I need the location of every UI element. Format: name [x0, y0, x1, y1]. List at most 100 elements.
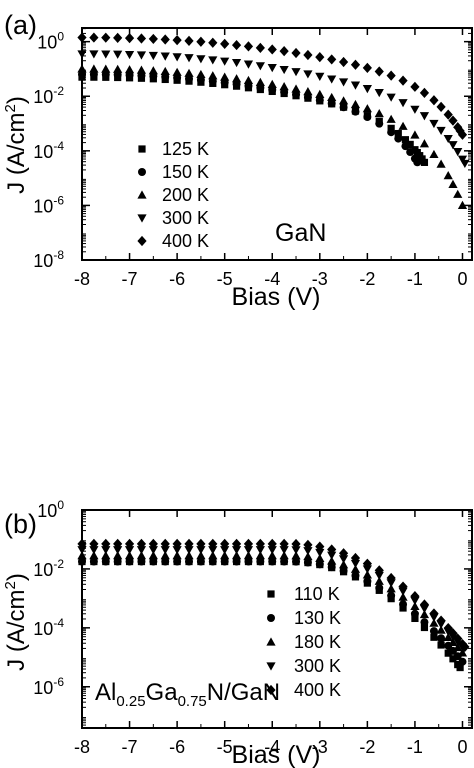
data-point	[136, 65, 147, 74]
data-point	[89, 551, 99, 560]
panel-b-ytick-label: 10-2	[33, 557, 64, 580]
data-point	[148, 51, 158, 61]
data-point	[243, 75, 254, 85]
data-point	[303, 49, 313, 61]
panel-b-xtick-label: -2	[359, 737, 375, 757]
data-point	[89, 50, 99, 59]
panel-a-ylabel-sup: 2	[2, 104, 19, 112]
data-point	[196, 36, 206, 47]
data-point	[136, 51, 147, 60]
data-point	[444, 649, 452, 657]
data-point	[113, 546, 123, 555]
data-point	[148, 538, 158, 549]
data-point	[443, 134, 453, 144]
data-point	[410, 81, 420, 92]
legend-label: 400 K	[294, 680, 341, 700]
panel-a-xlabel: Bias (V)	[232, 283, 321, 311]
data-point	[136, 33, 147, 44]
panel-b-ylabel-close: )	[3, 573, 30, 581]
data-point	[362, 104, 372, 113]
data-point	[220, 546, 230, 555]
panel-b-xtick-label: -8	[74, 737, 90, 757]
data-point	[338, 560, 349, 569]
data-point	[419, 609, 430, 619]
data-point	[303, 539, 313, 550]
data-point	[196, 557, 205, 566]
data-point	[374, 89, 384, 98]
data-point	[160, 546, 170, 555]
data-point	[113, 50, 123, 59]
legend-item-200k: 200 K	[137, 185, 209, 205]
data-point	[443, 632, 453, 641]
panel-b-annotation-sub1: 0.25	[116, 693, 145, 710]
data-point	[255, 62, 265, 71]
legend-item-130k: 130 K	[267, 608, 341, 628]
panel-b-annotation-rest: N/GaN	[207, 679, 280, 706]
panel-b-ylabel-sup: 2	[2, 581, 19, 589]
data-point	[124, 546, 135, 555]
legend-marker	[266, 684, 276, 696]
data-point	[362, 62, 372, 73]
legend-item-400k: 400 K	[137, 231, 209, 251]
legend-marker	[137, 235, 147, 247]
panel-a-xtick-label: -8	[74, 269, 90, 289]
data-point	[398, 587, 408, 596]
data-point	[457, 155, 468, 164]
data-point	[436, 101, 446, 112]
panel-b-xtick-label: -3	[312, 737, 328, 757]
data-point	[77, 50, 87, 59]
data-point	[436, 126, 446, 136]
data-point	[362, 558, 372, 569]
data-point	[413, 158, 422, 167]
panel-b-xtick-label: -1	[407, 737, 423, 757]
data-point	[267, 79, 277, 89]
data-point	[315, 96, 324, 105]
data-point	[267, 538, 277, 549]
data-point	[89, 557, 98, 566]
data-point	[420, 618, 429, 627]
data-point	[460, 641, 470, 652]
data-point	[338, 548, 349, 559]
legend-label: 200 K	[162, 185, 209, 205]
data-point	[429, 149, 439, 159]
panel-a-series-400k	[77, 32, 468, 140]
data-point	[430, 633, 438, 641]
data-point	[363, 577, 372, 586]
data-point	[89, 546, 99, 555]
data-point	[350, 564, 361, 573]
panel-b-ytick-label: 10-6	[33, 675, 64, 698]
data-point	[420, 623, 429, 632]
data-point	[231, 74, 242, 83]
panel-b-annotation: Al0.25Ga0.75N/GaN	[95, 679, 280, 710]
data-point	[327, 551, 337, 560]
data-point	[279, 65, 289, 75]
data-point	[184, 54, 194, 63]
data-point	[137, 557, 146, 566]
data-point	[406, 148, 415, 157]
data-point	[291, 538, 301, 550]
panel-a-ylabel: J (A/cm2)	[2, 96, 30, 194]
data-point	[315, 541, 325, 552]
data-point	[350, 559, 361, 569]
panel-b-legend: 110 K 130 K 180 K 300 K 400 K	[266, 584, 341, 700]
data-point	[386, 70, 396, 81]
panel-a-ytick-label: 10-4	[33, 139, 64, 162]
data-point	[327, 563, 336, 572]
data-point	[279, 551, 289, 560]
data-point	[185, 557, 194, 566]
data-point	[196, 69, 206, 79]
data-point	[267, 551, 277, 560]
data-point	[267, 546, 277, 555]
data-point	[208, 551, 218, 560]
panel-a-xtick-label: -6	[169, 269, 185, 289]
panel-a-plot-frame	[81, 27, 473, 261]
data-point	[436, 159, 446, 168]
data-point	[101, 538, 111, 549]
panel-b-label: (b)	[4, 509, 37, 539]
data-point	[303, 547, 313, 556]
data-point	[398, 592, 408, 601]
legend-item-125k: 125 K	[138, 139, 209, 159]
data-point	[172, 67, 182, 76]
data-point	[315, 52, 325, 63]
